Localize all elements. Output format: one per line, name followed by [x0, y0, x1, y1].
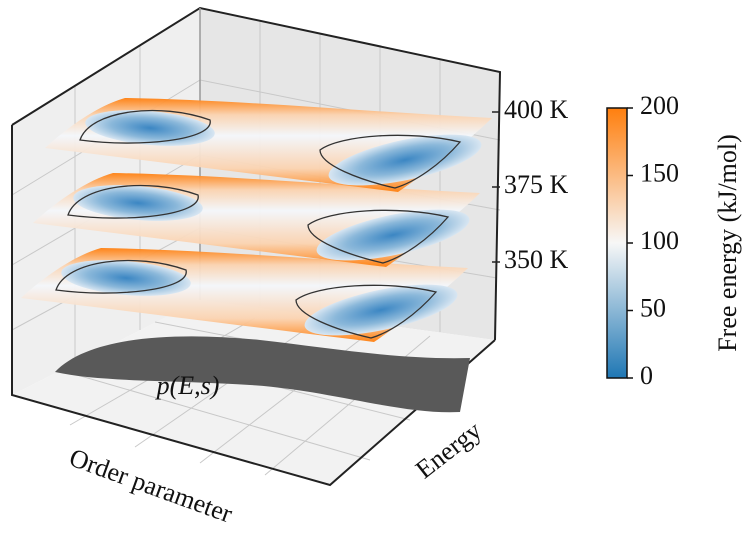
- free-energy-well: [304, 284, 458, 336]
- colorbar-tick-label: 200: [640, 91, 679, 120]
- y-axis-label: Energy: [410, 416, 487, 485]
- x-axis-label: Order parameter: [66, 443, 237, 529]
- contour-line: [79, 109, 462, 189]
- contour-line: [55, 259, 438, 339]
- free-energy-well: [61, 260, 191, 296]
- layer-label: 375 K: [504, 170, 569, 199]
- colorbar: [606, 107, 628, 379]
- free-energy-well: [73, 185, 203, 221]
- free-energy-well: [316, 209, 470, 261]
- slice: [45, 98, 492, 192]
- slices: [21, 98, 492, 342]
- slice: [33, 173, 480, 267]
- density-projection: [55, 336, 470, 413]
- slice: [21, 248, 468, 342]
- colorbar-tick-label: 100: [640, 226, 679, 255]
- colorbar-tick-label: 150: [640, 158, 679, 187]
- colorbar-tick-label: 0: [640, 361, 653, 390]
- colorbar-tick-label: 50: [640, 293, 666, 322]
- annotation: p(E,s): [155, 371, 220, 400]
- layer-label: 350 K: [504, 245, 569, 274]
- free-energy-well: [85, 110, 215, 146]
- layer-label: 400 K: [504, 95, 569, 124]
- colorbar-label: Free energy (kJ/mol): [713, 134, 742, 352]
- free-energy-well: [328, 134, 482, 186]
- contour-line: [67, 184, 450, 264]
